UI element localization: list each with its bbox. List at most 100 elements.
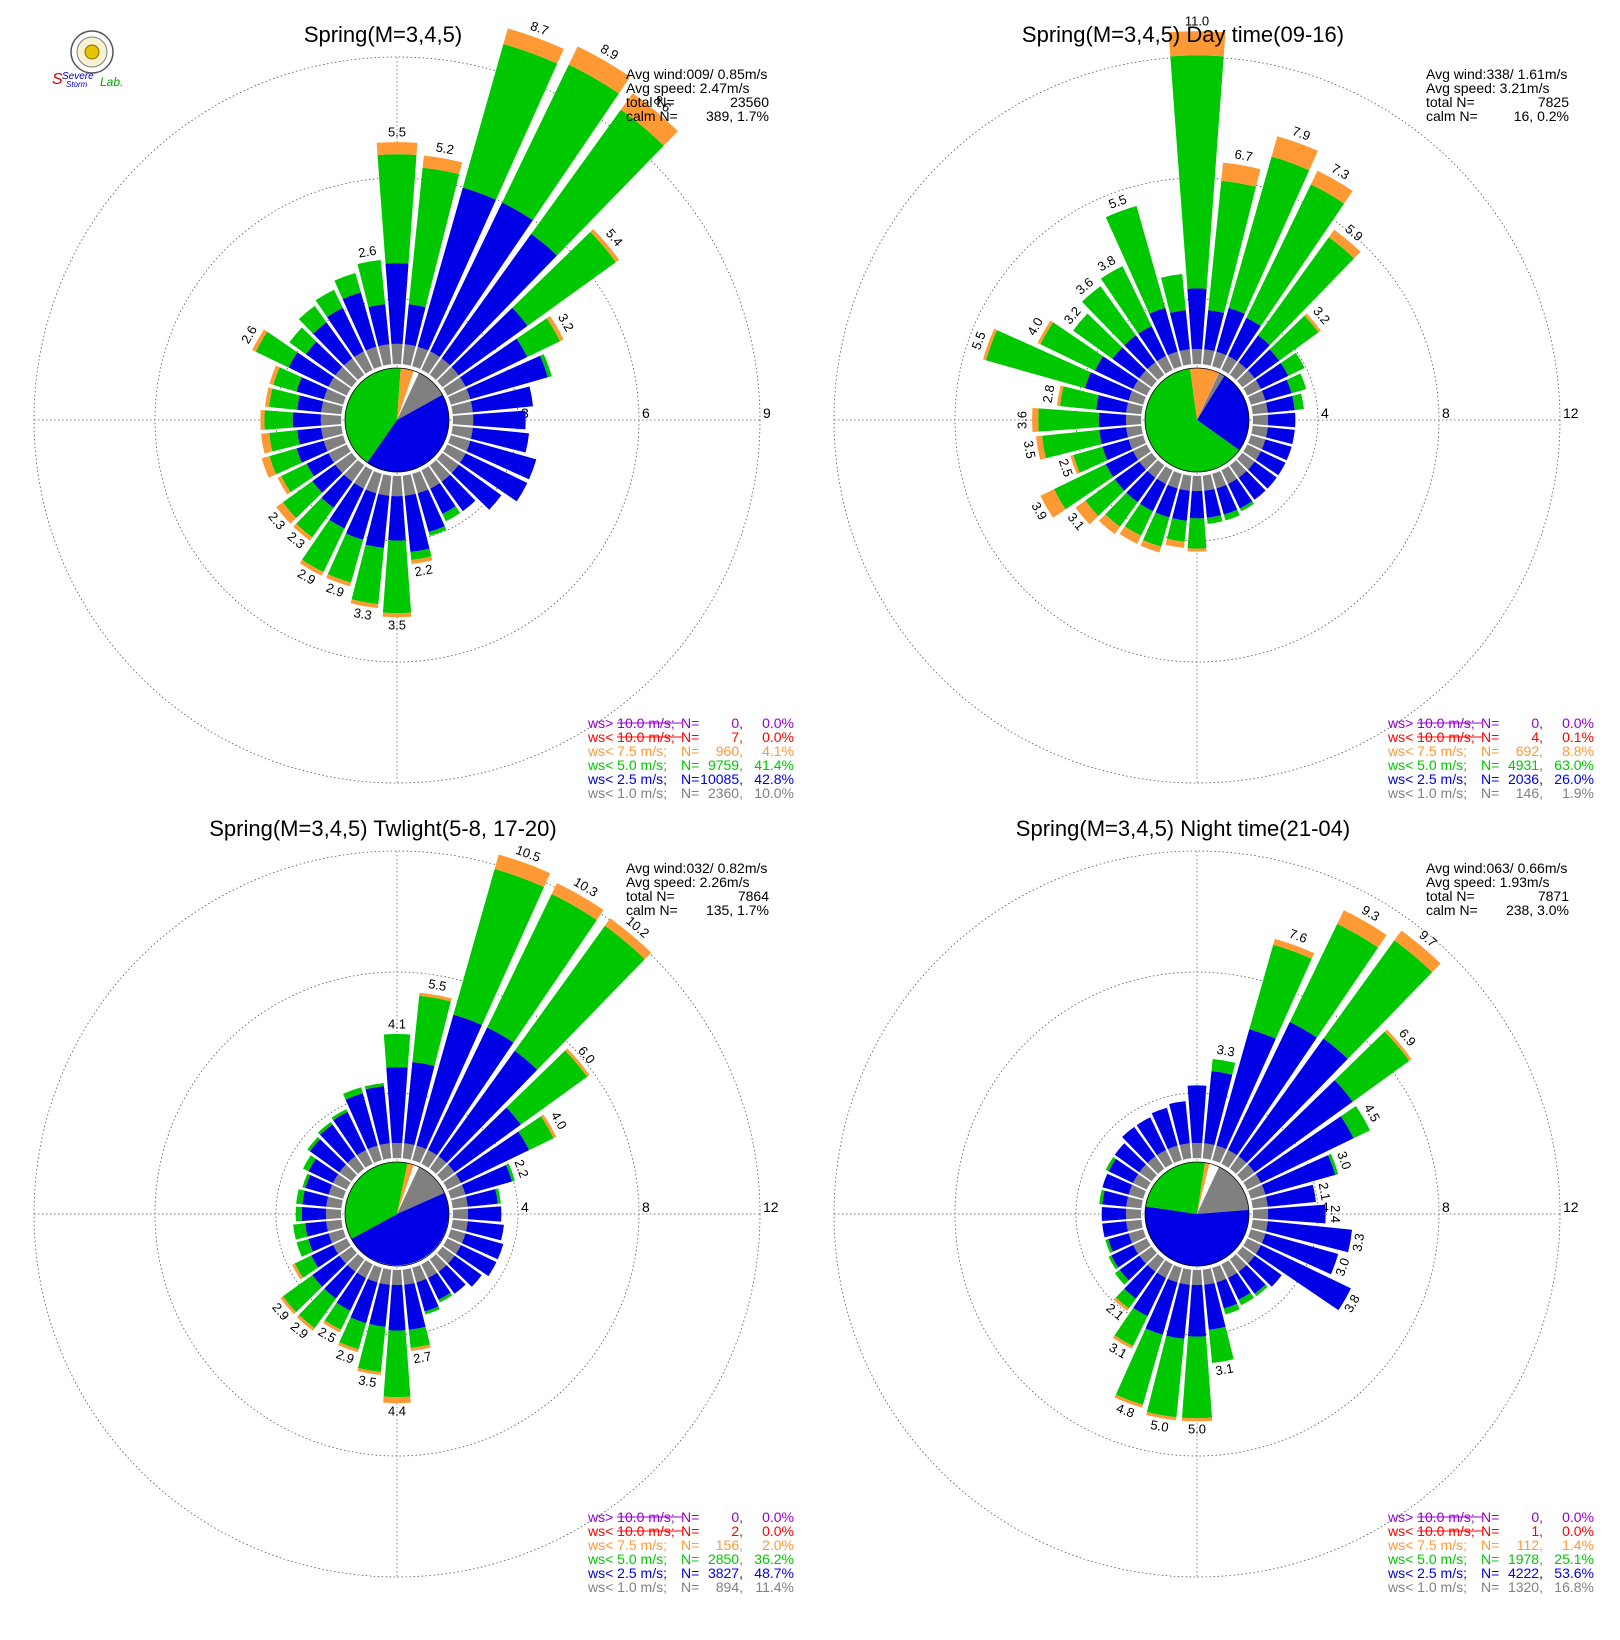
- wind-bar-segment: [1101, 1207, 1127, 1221]
- wind-bar-segment: [438, 1050, 538, 1163]
- wind-bar-segment: [1229, 1156, 1247, 1174]
- wind-bar-segment: [312, 1255, 346, 1287]
- wind-bar-segment: [1208, 180, 1256, 313]
- wind-bar-segment: [1139, 370, 1157, 388]
- wind-bar-segment: [1133, 444, 1151, 460]
- legend-percent: 0.0%: [762, 729, 794, 745]
- legend-count: 0,: [731, 1509, 743, 1525]
- wind-bar-segment: [320, 1124, 356, 1163]
- wind-bar-segment: [1042, 429, 1102, 459]
- wind-bar-segment: [461, 1165, 512, 1195]
- wind-bar-segment: [1036, 435, 1046, 460]
- wind-rose-panel-4: 48123.37.69.39.76.94.53.02.12.43.33.03.8…: [833, 816, 1594, 1595]
- wind-bar-segment: [1133, 1272, 1166, 1317]
- wind-bar-segment: [1191, 348, 1203, 365]
- wind-bar-segment: [301, 1207, 327, 1221]
- wind-bar-segment: [1099, 1189, 1105, 1205]
- bar-value-label: 4.4: [388, 1404, 406, 1419]
- wind-bar-segment: [428, 1027, 514, 1156]
- wind-bar-segment: [1136, 1117, 1166, 1156]
- legend-bin-label: ws< 7.5 m/s;: [1387, 743, 1467, 759]
- wind-bar-segment: [303, 1155, 316, 1172]
- wind-bar-segment: [487, 894, 597, 1043]
- wind-bar-segment: [264, 410, 293, 430]
- stat-value: 7864: [738, 888, 769, 904]
- wind-bar-segment: [1073, 446, 1108, 473]
- wind-bar-segment: [503, 28, 564, 64]
- stat-value: 389, 1.7%: [706, 108, 769, 124]
- wind-bar-segment: [1252, 414, 1269, 426]
- wind-bar-segment: [368, 304, 390, 347]
- wind-bar-segment: [307, 1137, 320, 1152]
- wind-bar-segment: [1057, 385, 1064, 407]
- wind-bar-segment: [1228, 478, 1253, 509]
- wind-bar-segment: [328, 377, 351, 396]
- wind-bar-segment: [1266, 427, 1295, 445]
- stat-label: Avg wind:032/ 0.82m/s: [626, 860, 767, 876]
- wind-bar-segment: [1157, 1150, 1173, 1168]
- wind-bar-segment: [1102, 439, 1133, 461]
- wind-bar-segment: [357, 1260, 373, 1278]
- wind-bar-segment: [620, 93, 678, 146]
- wind-bar-segment: [1248, 390, 1266, 405]
- ring-label: 8: [1442, 405, 1450, 421]
- calm-pie-slice: [345, 1162, 408, 1239]
- wind-bar-segment: [1054, 464, 1114, 510]
- bar-value-label: 3.6: [1015, 411, 1030, 429]
- legend-percent: 26.0%: [1554, 771, 1594, 787]
- wind-bar-segment: [1126, 1219, 1143, 1232]
- legend-percent: 0.0%: [1562, 1523, 1594, 1539]
- wind-bar-segment: [333, 1174, 351, 1190]
- wind-bar-segment: [1229, 1254, 1247, 1272]
- wind-bar-segment: [408, 1326, 430, 1348]
- wind-bar-segment: [452, 1208, 469, 1220]
- wind-bar-segment: [1157, 466, 1173, 484]
- wind-bar-segment: [357, 1368, 381, 1375]
- bar-value-label: 3.5: [388, 618, 406, 633]
- wind-bar-segment: [1246, 184, 1345, 327]
- wind-bar-segment: [354, 351, 373, 374]
- wind-bar-segment: [1187, 1085, 1207, 1144]
- wind-bar-segment: [328, 1229, 346, 1244]
- logo: Severe Storm Lab. S: [52, 30, 123, 89]
- wind-bar-segment: [404, 1062, 435, 1145]
- wind-bar-segment: [1251, 1196, 1268, 1209]
- wind-bar-segment: [1280, 352, 1305, 376]
- wind-bar-segment: [324, 1265, 356, 1299]
- wind-bar-segment: [410, 548, 432, 560]
- stat-label: Avg wind:338/ 1.61m/s: [1426, 66, 1567, 82]
- wind-bar-segment: [1221, 356, 1237, 374]
- wind-bar-segment: [296, 377, 328, 400]
- bar-value-label: 2.2: [511, 1158, 531, 1180]
- legend-bin-label: ws< 5.0 m/s;: [587, 1551, 667, 1567]
- legend-percent: 2.0%: [762, 1537, 794, 1553]
- wind-bar-segment: [1323, 940, 1433, 1059]
- legend-percent: 0.0%: [762, 715, 794, 731]
- wind-bar-segment: [443, 377, 466, 396]
- legend-n-label: N=: [1481, 1509, 1499, 1525]
- wind-bar-segment: [383, 1034, 411, 1068]
- wind-bar-segment: [312, 464, 343, 493]
- wind-bar-segment: [1304, 313, 1321, 333]
- stat-label: calm N=: [1426, 108, 1478, 124]
- wind-bar-segment: [1146, 1335, 1185, 1418]
- wind-bar-segment: [378, 344, 392, 366]
- wind-bar-segment: [320, 414, 342, 426]
- wind-bar-segment: [1340, 1106, 1370, 1139]
- logo-text-severe: Severe: [62, 71, 94, 82]
- wind-bar-segment: [1146, 1412, 1177, 1421]
- legend-bin-label: ws< 1.0 m/s;: [1387, 1579, 1467, 1595]
- wind-bar-segment: [1248, 435, 1266, 450]
- wind-bar-segment: [343, 460, 365, 482]
- wind-bar-segment: [1248, 1080, 1353, 1173]
- wind-bar-segment: [1292, 393, 1304, 411]
- bar-value-label: 3.5: [1021, 439, 1039, 459]
- wind-bar-segment: [437, 1246, 455, 1264]
- wind-bar-segment: [305, 1221, 328, 1237]
- wind-bar-segment: [460, 453, 528, 502]
- wind-bar-segment: [1255, 1116, 1354, 1183]
- wind-bar-segment: [551, 883, 604, 920]
- chart-title: Spring(M=3,4,5) Night time(21-04): [1016, 816, 1350, 841]
- wind-bar-segment: [430, 483, 456, 514]
- legend-n-label: N=: [1481, 785, 1499, 801]
